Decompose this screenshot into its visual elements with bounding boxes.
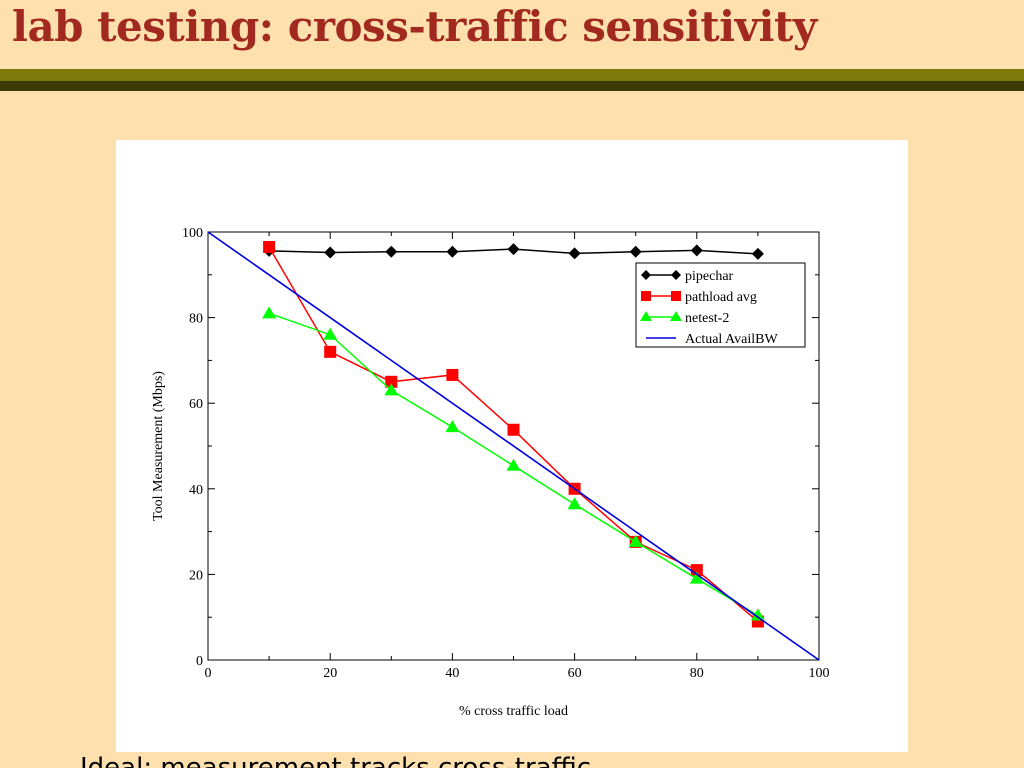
x-tick-label: 60 [568, 666, 582, 681]
legend-marker-netest-2 [670, 311, 682, 321]
data-point-pipechar [751, 247, 764, 260]
legend-marker-pipechar [671, 270, 681, 280]
data-point-pipechar [690, 244, 703, 257]
slide-bullet-text: Ideal: measurement tracks cross-traffic [80, 753, 592, 768]
header-divider-olive [0, 69, 1024, 81]
legend-marker-pathload-avg [641, 291, 651, 301]
y-tick-label: 40 [189, 483, 203, 498]
y-tick-label: 80 [189, 312, 203, 327]
y-tick-label: 100 [182, 226, 203, 241]
legend-box [635, 262, 806, 348]
data-point-pathload-avg [385, 375, 398, 388]
data-point-pathload-avg [263, 240, 276, 253]
header-divider-dark [0, 81, 1024, 91]
data-point-netest-2 [750, 608, 765, 621]
legend-marker-netest-2 [640, 311, 652, 321]
data-point-netest-2 [506, 458, 521, 471]
data-point-netest-2 [445, 420, 460, 433]
x-tick-label: 20 [323, 666, 337, 681]
x-tick-label: 40 [445, 666, 459, 681]
y-tick-label: 0 [196, 654, 203, 669]
legend-marker-pathload-avg [671, 291, 681, 301]
y-axis-label: Tool Measurement (Mbps) [151, 371, 166, 521]
data-point-netest-2 [262, 306, 277, 319]
legend-label-actual-availbw: Actual AvailBW [685, 332, 778, 347]
legend-marker-pipechar [641, 270, 651, 280]
data-point-netest-2 [628, 534, 643, 547]
series-line-actual-availbw [207, 231, 820, 661]
x-tick-label: 100 [809, 666, 830, 681]
data-point-netest-2 [689, 571, 704, 584]
data-point-netest-2 [384, 383, 399, 396]
data-point-pathload-avg [507, 423, 520, 436]
y-tick-label: 60 [189, 397, 203, 412]
line-chart: 0 20 40 60 80 100 0 20 40 60 80 100 % cross traffic … [151, 226, 830, 719]
data-point-pipechar [568, 247, 581, 260]
slide-title: lab testing: cross-traffic sensitivity [12, 2, 817, 51]
y-tick-label: 20 [189, 568, 203, 583]
x-tick-label: 80 [690, 666, 704, 681]
data-point-netest-2 [323, 327, 338, 340]
legend-label-pathload-avg: pathload avg [685, 290, 757, 305]
legend-label-netest-2: netest-2 [685, 311, 729, 326]
data-point-pathload-avg [324, 345, 337, 358]
data-point-netest-2 [567, 497, 582, 510]
chart-panel: 0 20 40 60 80 100 0 20 40 60 80 100 % cross traffic … [116, 140, 908, 752]
legend-label-pipechar: pipechar [685, 269, 734, 284]
data-point-pipechar [385, 245, 398, 258]
data-point-pathload-avg [446, 368, 459, 381]
data-point-pipechar [446, 245, 459, 258]
x-axis-label: % cross traffic load [459, 704, 568, 719]
data-point-pipechar [324, 246, 337, 259]
data-point-pipechar [629, 245, 642, 258]
data-point-pipechar [507, 243, 520, 256]
x-tick-label: 0 [205, 666, 212, 681]
